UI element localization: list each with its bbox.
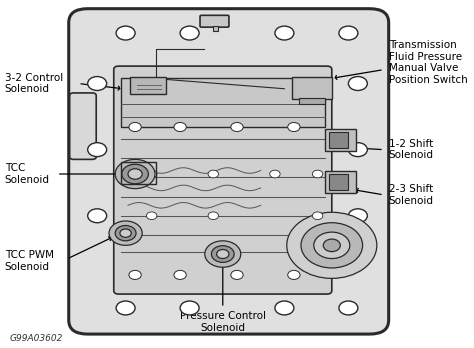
Circle shape [275,301,294,315]
Circle shape [88,209,107,223]
Text: 3-2 Control
Solenoid: 3-2 Control Solenoid [5,73,63,94]
Circle shape [312,212,323,220]
Circle shape [116,26,135,40]
Circle shape [88,77,107,90]
Circle shape [323,239,340,252]
Circle shape [231,270,243,279]
Bar [292,77,332,99]
Circle shape [217,250,229,259]
Circle shape [174,270,186,279]
Circle shape [129,122,141,132]
FancyBboxPatch shape [69,9,389,334]
Circle shape [287,212,377,278]
Bar [325,129,356,151]
Circle shape [348,77,367,90]
Bar [121,162,156,184]
Text: 2-3 Shift
Solenoid: 2-3 Shift Solenoid [389,184,434,206]
Circle shape [208,170,219,178]
Circle shape [205,241,241,267]
FancyBboxPatch shape [114,66,332,294]
Bar [325,171,356,193]
Circle shape [288,122,300,132]
Circle shape [339,26,358,40]
FancyBboxPatch shape [70,93,96,159]
Circle shape [301,223,363,268]
Bar [130,77,166,94]
Circle shape [115,159,155,189]
Circle shape [116,301,135,315]
Text: 1-2 Shift
Solenoid: 1-2 Shift Solenoid [389,139,434,160]
Circle shape [109,221,142,245]
Circle shape [339,301,358,315]
Circle shape [174,122,186,132]
Circle shape [115,226,136,241]
Circle shape [312,170,323,178]
Bar [121,78,325,127]
Circle shape [275,26,294,40]
Circle shape [180,301,199,315]
Circle shape [208,212,219,220]
Text: Pressure Control
Solenoid: Pressure Control Solenoid [180,311,266,333]
Bar [329,132,348,148]
Circle shape [288,270,300,279]
Circle shape [211,246,234,262]
Bar [213,26,218,31]
Circle shape [348,209,367,223]
Text: Transmission
Fluid Pressure
Manual Valve
Position Switch: Transmission Fluid Pressure Manual Valve… [389,40,467,85]
Text: G99A03602: G99A03602 [9,334,63,343]
Circle shape [88,143,107,157]
Circle shape [348,143,367,157]
Circle shape [128,169,142,179]
FancyBboxPatch shape [200,15,229,27]
Circle shape [270,170,280,178]
Bar [329,174,348,190]
Circle shape [314,232,350,259]
Text: TCC
Solenoid: TCC Solenoid [5,163,50,185]
Text: TCC PWM
Solenoid: TCC PWM Solenoid [5,250,54,272]
Circle shape [180,26,199,40]
Circle shape [122,164,148,184]
Circle shape [146,170,157,178]
Circle shape [120,229,131,237]
Bar [299,98,325,104]
Circle shape [146,212,157,220]
Circle shape [129,270,141,279]
Circle shape [231,122,243,132]
